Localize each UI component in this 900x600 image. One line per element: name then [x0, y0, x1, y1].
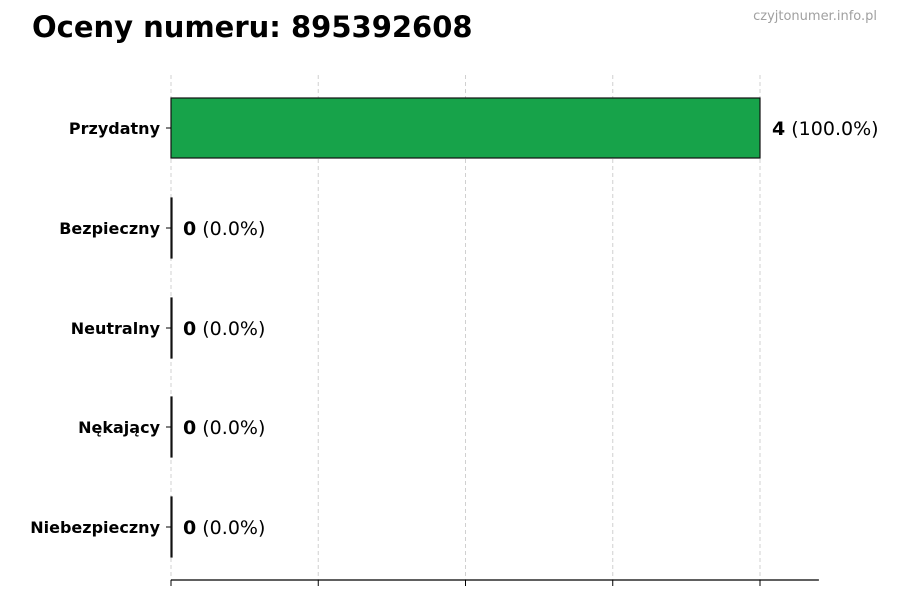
bar-4 [170, 496, 173, 558]
data-label-value: 0 [183, 218, 196, 240]
category-label: Bezpieczny [59, 219, 160, 238]
category-label: Niebezpieczny [30, 518, 160, 537]
data-label-percent: (100.0%) [785, 118, 878, 140]
category-label: Nękający [78, 418, 160, 437]
bar-3 [170, 396, 173, 458]
data-label: 0 (0.0%) [183, 318, 265, 340]
category-label: Przydatny [69, 119, 161, 138]
data-label-value: 4 [772, 118, 785, 140]
data-label: 0 (0.0%) [183, 417, 265, 439]
bar-2 [170, 297, 173, 359]
data-label-percent: (0.0%) [196, 318, 265, 340]
data-label: 4 (100.0%) [772, 118, 879, 140]
data-label-percent: (0.0%) [196, 517, 265, 539]
chart-title: Oceny numeru: 895392608 [32, 10, 473, 44]
data-label: 0 (0.0%) [183, 218, 265, 240]
data-label-value: 0 [183, 517, 196, 539]
data-label-percent: (0.0%) [196, 417, 265, 439]
watermark: czyjtonumer.info.pl [753, 9, 877, 24]
data-label-value: 0 [183, 318, 196, 340]
category-label: Neutralny [71, 319, 161, 338]
data-label-value: 0 [183, 417, 196, 439]
data-label: 0 (0.0%) [183, 517, 265, 539]
data-label-percent: (0.0%) [196, 218, 265, 240]
bar-0 [170, 97, 761, 159]
bar-1 [170, 197, 173, 259]
